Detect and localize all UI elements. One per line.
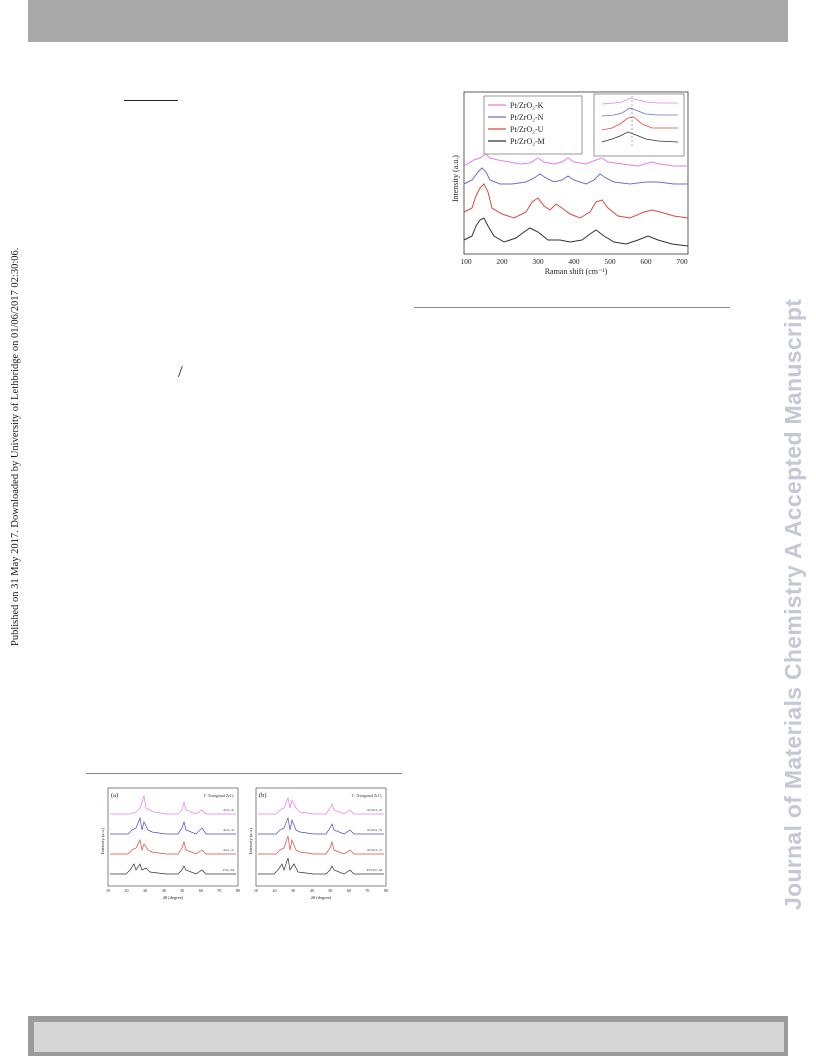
xrd-a-xtick-60: 60 xyxy=(199,888,203,893)
xrd-a-series-m: ZrO₂-M xyxy=(223,868,235,872)
xrd-a-xtick-50: 50 xyxy=(180,888,184,893)
xrd-panel-b: (b) T: Tetragonal ZrO₂ Pt/ZrO₂-K Pt/ZrO₂… xyxy=(248,787,388,900)
xrd-figure-rule xyxy=(86,773,402,774)
raman-legend-box xyxy=(483,95,583,155)
xrd-a-ylabel: Intensity (a.u.) xyxy=(100,827,105,854)
raman-xtick-400: 400 xyxy=(568,257,580,266)
xrd-a-trace-k xyxy=(110,795,236,815)
xrd-a-series-u: ZrO₂-U xyxy=(223,848,234,852)
xrd-b-frame xyxy=(255,787,387,887)
xrd-b-xtick-80: 80 xyxy=(384,888,388,893)
xrd-a-trace-n xyxy=(110,816,236,835)
xrd-a-xtick-20: 20 xyxy=(125,888,129,893)
xrd-b-xtick-20: 20 xyxy=(273,888,277,893)
raman-xtick-100: 100 xyxy=(460,257,472,266)
xrd-a-xlabel: 2θ (degree) xyxy=(163,895,184,900)
raman-inset xyxy=(593,93,685,157)
inline-slash: / xyxy=(178,362,183,381)
raman-xlabel: Raman shift (cm⁻¹) xyxy=(545,267,608,276)
xrd-a-series-n: ZrO₂-N xyxy=(223,828,234,832)
xrd-b-trace-n xyxy=(258,816,384,835)
xrd-b-panel-label: (b) xyxy=(259,792,267,799)
raman-inset-curve-k xyxy=(601,97,678,105)
raman-legend-label-m: Pt/ZrO₂-M xyxy=(510,137,545,146)
raman-trace-m xyxy=(463,217,689,247)
xrd-b-series-k: Pt/ZrO₂-K xyxy=(367,808,382,812)
xrd-b-xtick-10: 10 xyxy=(254,888,258,893)
raman-xtick-500: 500 xyxy=(604,257,616,266)
raman-xtick-300: 300 xyxy=(532,257,544,266)
raman-xtick-200: 200 xyxy=(496,257,508,266)
xrd-b-trace-k xyxy=(258,796,384,815)
xrd-b-xtick-50: 50 xyxy=(328,888,332,893)
xrd-a-legend: T: Tetragonal ZrO₂ xyxy=(204,793,235,798)
xrd-a-xtick-40: 40 xyxy=(162,888,166,893)
xrd-a-trace-m xyxy=(110,863,236,875)
xrd-b-series-m: Pt/ZrO₂-M xyxy=(367,868,383,872)
xrd-b-xtick-60: 60 xyxy=(347,888,351,893)
header-bar xyxy=(28,0,788,42)
xrd-a-xtick-80: 80 xyxy=(236,888,240,893)
xrd-b-series-u: Pt/ZrO₂-U xyxy=(367,848,382,852)
raman-inset-curve-u xyxy=(601,116,678,131)
xrd-a-xtick-10: 10 xyxy=(106,888,110,893)
xrd-b-xtick-30: 30 xyxy=(291,888,295,893)
raman-trace-n xyxy=(463,167,688,185)
xrd-a-series-k: ZrO₂-K xyxy=(223,808,234,812)
xrd-panel-a: (a) T: Tetragonal ZrO₂ ZrO₂-K ZrO₂-N ZrO… xyxy=(100,787,240,900)
xrd-a-frame xyxy=(107,787,239,887)
raman-xtick-700: 700 xyxy=(676,257,688,266)
raman-legend-label-n: Pt/ZrO₂-N xyxy=(510,113,544,122)
xrd-b-trace-m xyxy=(258,857,384,875)
raman-figure-rule xyxy=(414,307,730,308)
xrd-b-xtick-40: 40 xyxy=(310,888,314,893)
raman-plot-frame xyxy=(463,91,689,255)
publication-note-text: Published on 31 May 2017. Downloaded by … xyxy=(10,247,21,646)
raman-inset-frame xyxy=(593,93,685,157)
xrd-b-legend: T: Tetragonal ZrO₂ xyxy=(352,793,383,798)
xrd-a-xtick-30: 30 xyxy=(143,888,147,893)
raman-figure: Pt/ZrO₂-K Pt/ZrO₂-N Pt/ZrO₂-U Pt/ZrO₂-M … xyxy=(451,91,689,276)
raman-xtick-600: 600 xyxy=(640,257,652,266)
xrd-b-xlabel: 2θ (degree) xyxy=(311,895,332,900)
raman-ylabel: Intensity (a.u.) xyxy=(451,155,460,202)
fraction-line xyxy=(124,100,178,101)
raman-inset-curve-n xyxy=(601,107,678,117)
xrd-b-trace-u xyxy=(258,835,384,855)
xrd-a-xtick-70: 70 xyxy=(217,888,221,893)
xrd-a-panel-label: (a) xyxy=(111,792,118,799)
raman-legend-label-k: Pt/ZrO₂-K xyxy=(510,101,544,110)
xrd-b-series-n: Pt/ZrO₂-N xyxy=(367,828,382,832)
xrd-b-ylabel: Intensity (a.u.) xyxy=(248,827,253,854)
xrd-a-trace-u xyxy=(110,838,236,855)
raman-trace-k xyxy=(463,153,688,167)
raman-legend-label-u: Pt/ZrO₂-U xyxy=(510,125,544,134)
footer-inner-panel xyxy=(34,1022,784,1052)
raman-trace-u xyxy=(463,183,689,219)
xrd-b-xtick-70: 70 xyxy=(365,888,369,893)
journal-watermark-text: Journal of Materials Chemistry A Accepte… xyxy=(780,298,806,910)
